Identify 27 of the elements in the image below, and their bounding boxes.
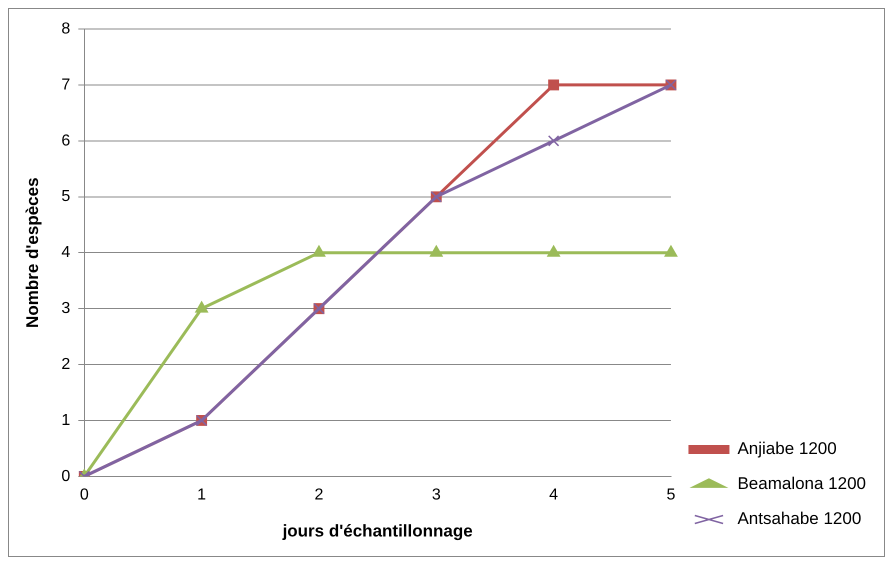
point: [548, 135, 560, 147]
x-tick-label: 0: [80, 486, 89, 504]
x-tick-label: 5: [666, 486, 676, 504]
x-tick-label: 3: [432, 486, 441, 504]
point: [547, 245, 560, 257]
point: [664, 245, 678, 257]
y-axis-title: Nombre d'espèces: [22, 177, 42, 328]
y-tick-label: 0: [61, 468, 70, 485]
y-tick-label: 6: [61, 132, 70, 150]
point: [195, 301, 208, 313]
x-tick-label: 1: [197, 486, 206, 504]
y-tick-label: 4: [61, 244, 70, 262]
point: [548, 79, 560, 90]
x-tick-label: 2: [314, 486, 324, 504]
y-tick-label: 1: [61, 412, 70, 429]
x-axis-title: jours d'échantillonnage: [282, 521, 473, 540]
y-tick-label: 3: [61, 300, 70, 318]
y-tick-label: 8: [61, 20, 70, 38]
legend-label: Antsahabe 1200: [737, 509, 862, 528]
y-tick-label: 5: [61, 188, 70, 206]
point: [430, 245, 443, 257]
point: [312, 245, 326, 257]
y-tick-label: 2: [61, 356, 70, 373]
x-tick-label: 4: [549, 486, 558, 504]
legend-label: Beamalona 1200: [737, 474, 866, 494]
legend-label: Anjiabe 1200: [737, 439, 837, 458]
y-tick-label: 7: [61, 76, 70, 94]
